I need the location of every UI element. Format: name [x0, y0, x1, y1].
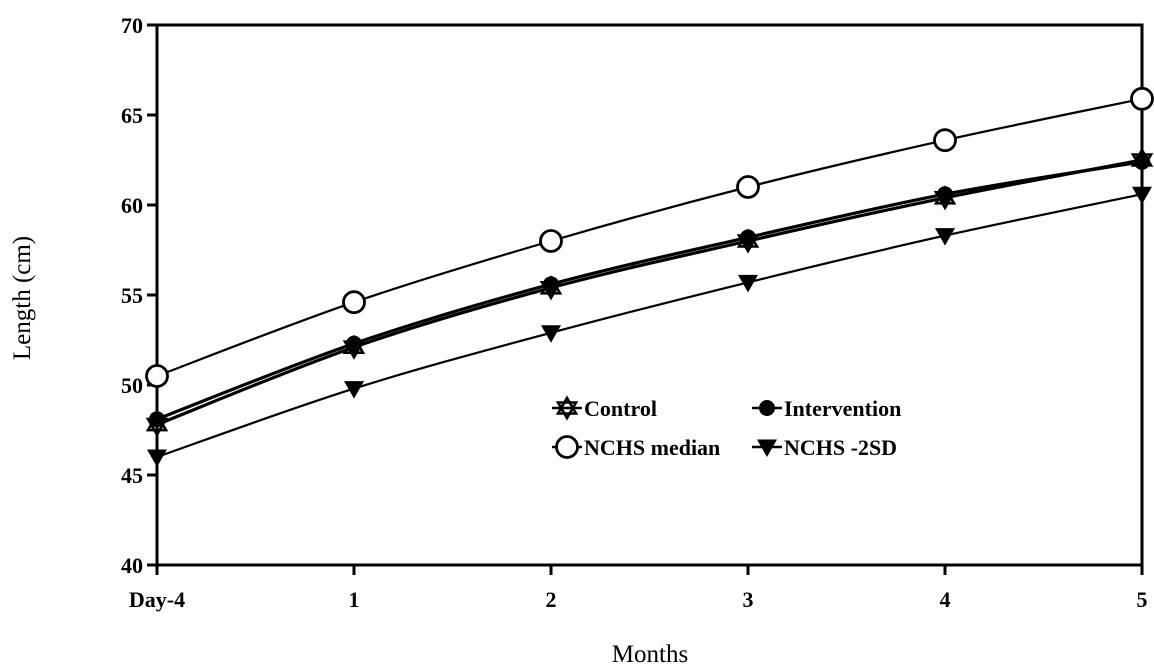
legend: Control Intervention NCHS median NCHS -2SD	[552, 395, 901, 460]
series-intervention	[149, 153, 1150, 428]
legend-label: Control	[584, 396, 657, 421]
y-axis-title: Length (cm)	[9, 236, 36, 360]
legend-label: NCHS -2SD	[784, 435, 897, 460]
data-point	[147, 449, 167, 467]
data-point	[539, 229, 563, 253]
x-tick-label: Day-4	[129, 587, 185, 612]
x-tick-label: 2	[546, 587, 557, 612]
series-line	[156, 97, 1143, 378]
legend-item: Intervention	[752, 396, 901, 421]
data-point	[346, 335, 362, 352]
series-control	[145, 147, 1154, 438]
x-tick-label: 5	[1137, 587, 1148, 612]
series-nchs-median	[145, 86, 1154, 388]
data-point	[738, 274, 758, 293]
data-point	[933, 128, 957, 153]
plot-border	[155, 23, 1144, 567]
x-axis-title: Months	[612, 641, 688, 668]
y-tick-label: 45	[121, 463, 143, 488]
legend-item: NCHS -2SD	[752, 435, 897, 460]
legend-marker	[759, 400, 775, 416]
data-point	[1134, 153, 1150, 170]
y-tick-label: 50	[121, 373, 143, 398]
x-tick-label: 1	[349, 587, 360, 612]
y-tick-label: 40	[121, 553, 143, 578]
series-line	[156, 158, 1143, 427]
legend-marker	[555, 435, 579, 459]
star-down	[555, 401, 579, 421]
data-point	[935, 228, 955, 246]
data-point	[1132, 186, 1152, 205]
data-point	[145, 364, 169, 388]
data-point	[740, 229, 756, 246]
star-up	[555, 395, 579, 415]
y-tick-label: 55	[121, 283, 143, 308]
data-point	[344, 381, 364, 399]
data-point	[1130, 86, 1154, 111]
series-layer	[145, 86, 1154, 467]
legend-label: Intervention	[784, 396, 901, 421]
legend-item: NCHS median	[552, 435, 720, 460]
x-axis: Day-4 1 2 3 4 5	[129, 565, 1148, 612]
data-point	[541, 325, 561, 343]
data-point	[342, 290, 366, 315]
legend-item: Control	[552, 395, 657, 421]
legend-marker	[555, 395, 579, 421]
y-axis: 40 45 50 55 60 65 70	[121, 13, 157, 578]
series-nchs-2sd	[147, 186, 1152, 467]
data-point	[149, 411, 165, 428]
legend-marker	[757, 439, 777, 457]
y-tick-label: 70	[121, 13, 143, 38]
x-tick-label: 3	[743, 587, 754, 612]
series-line	[156, 193, 1143, 459]
data-point	[543, 276, 559, 293]
data-point	[736, 175, 760, 199]
y-tick-label: 60	[121, 193, 143, 218]
legend-label: NCHS median	[584, 435, 720, 460]
x-tick-label: 4	[940, 587, 951, 612]
series-line	[156, 160, 1143, 421]
data-point	[937, 186, 953, 203]
plot-frame	[155, 23, 1144, 567]
y-tick-label: 65	[121, 103, 143, 128]
